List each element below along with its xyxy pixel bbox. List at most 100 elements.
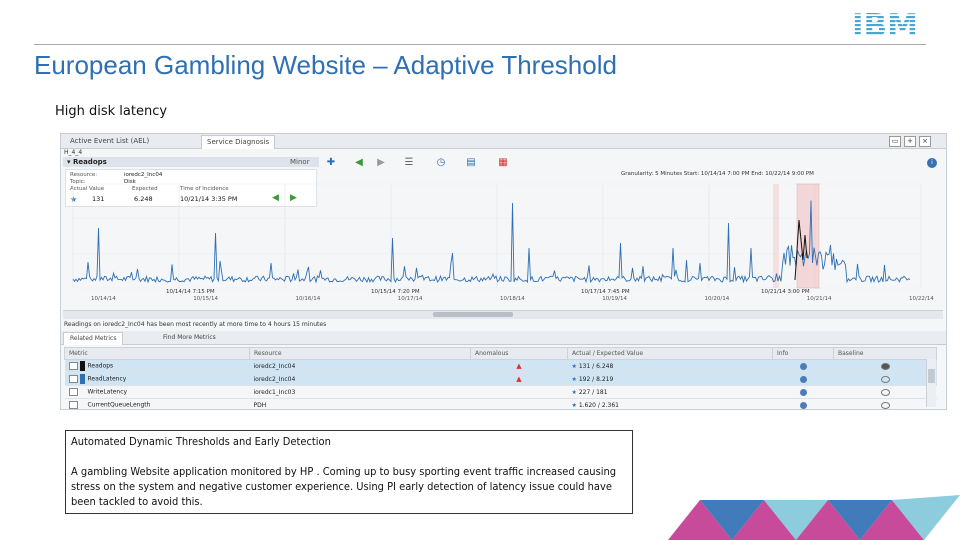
tab-service-diagnosis[interactable]: Service Diagnosis	[201, 135, 276, 149]
info-icon[interactable]	[799, 375, 807, 383]
event-panel-header[interactable]: ▾ Readops Minor	[63, 157, 319, 167]
tab-active-event-list[interactable]: Active Event List (AEL)	[70, 137, 150, 145]
baseline-toggle-icon[interactable]	[880, 388, 890, 396]
x-date-tick-label: 10/16/14	[296, 296, 321, 302]
resource-cell: ioredc2_Inc04	[249, 359, 471, 373]
alert-star-icon: ★	[70, 195, 78, 204]
col-info[interactable]: Info	[772, 347, 834, 360]
info-icon[interactable]	[799, 401, 807, 409]
table-vertical-scrollbar[interactable]	[926, 359, 936, 407]
table-row[interactable]: ReadLatency ioredc2_Inc04 ▲ ★ 192 / 8.21…	[64, 372, 937, 386]
drilldown-icon[interactable]: ✚	[326, 157, 336, 168]
actual-value-label: Actual Value	[70, 186, 105, 192]
info-cell	[772, 398, 834, 409]
row-checkbox[interactable]	[68, 375, 78, 383]
granularity-readout: Granularity: 5 Minutes Start: 10/14/14 7…	[621, 171, 814, 177]
series-swatch	[79, 374, 85, 384]
anomaly-cell: ▲	[470, 372, 568, 386]
baseline-toggle-icon[interactable]	[880, 375, 890, 383]
metric-cell: WriteLatency	[64, 385, 250, 399]
time-of-incidence-label: Time of Incidence	[180, 186, 229, 192]
series-line-black	[794, 219, 808, 281]
event-name: ▾ Readops	[67, 158, 107, 166]
info-icon[interactable]	[799, 362, 807, 370]
actual-expected-value: 131 / 6.248	[578, 362, 614, 370]
series-swatch	[80, 400, 85, 409]
window-add-icon[interactable]: +	[904, 136, 916, 147]
decorative-chevron	[828, 500, 892, 540]
row-checkbox[interactable]	[68, 401, 78, 409]
expected-label: Expected	[132, 186, 158, 192]
window-close-icon[interactable]: ×	[919, 136, 931, 147]
help-icon[interactable]: i	[927, 158, 937, 168]
actual-expected-cell: ★ 131 / 6.248	[567, 359, 773, 373]
list-icon[interactable]: ☰	[404, 157, 414, 168]
x-date-tick-label: 10/15/14	[193, 296, 218, 302]
decorative-chevron	[700, 500, 764, 540]
resource-cell: ioredc2_Inc04	[249, 372, 471, 386]
col-anomalous[interactable]: Anomalous	[470, 347, 568, 360]
table-row[interactable]: Readops ioredc2_Inc04 ▲ ★ 131 / 6.248	[64, 359, 937, 373]
actual-expected-cell: ★ 1.620 / 2.361	[567, 398, 773, 409]
decorative-chevron	[860, 500, 924, 540]
warning-triangle-icon: ▲	[516, 375, 522, 383]
next-green-arrow-icon[interactable]: ▶	[290, 193, 297, 203]
star-icon: ★	[571, 375, 577, 383]
calendar-icon[interactable]: ▦	[498, 157, 508, 168]
breadcrumb: H_4_4	[64, 149, 83, 156]
col-resource[interactable]: Resource	[249, 347, 471, 360]
table-scroll-thumb[interactable]	[928, 369, 935, 383]
metric-line-chart[interactable]: 10/14/14 10/15/14 10/16/14 10/17/14 10/18/14…	[61, 180, 946, 310]
timeline-scroll-thumb[interactable]	[433, 312, 513, 317]
x-date-tick-label: 10/19/14	[602, 296, 627, 302]
metrics-subtab-bar: Related Metrics Find More Metrics	[61, 331, 946, 345]
window-restore-icon[interactable]: ▭	[889, 136, 901, 147]
baseline-toggle-icon[interactable]	[880, 362, 890, 370]
monitoring-app-window: Active Event List (AEL) Service Diagnosi…	[60, 133, 947, 410]
reading-status-line: Readings on ioredc2_Inc04 has been most …	[64, 321, 327, 328]
chart-toolbar: ✚ ◀ ▶ ☰ ◷ ▤ ▦	[323, 157, 941, 169]
clock-icon[interactable]: ◷	[436, 157, 446, 168]
app-tab-bar: Active Event List (AEL) Service Diagnosi…	[61, 134, 946, 149]
severity-label: Minor	[290, 158, 310, 166]
tab-find-more-metrics[interactable]: Find More Metrics	[163, 334, 216, 341]
row-checkbox[interactable]	[68, 362, 78, 370]
actual-expected-value: 1.620 / 2.361	[578, 401, 620, 409]
series-line-blue	[72, 200, 911, 284]
anomaly-cell	[470, 385, 568, 399]
info-icon[interactable]	[799, 388, 807, 396]
ibm-logo: IBM	[852, 8, 918, 40]
back-arrow-icon[interactable]: ◀	[355, 157, 363, 168]
prev-green-arrow-icon[interactable]: ◀	[272, 193, 279, 203]
resource-cell: ioredc1_Inc03	[249, 385, 471, 399]
x-date-tick-label: 10/20/14	[705, 296, 730, 302]
col-baseline[interactable]: Baseline	[833, 347, 937, 360]
slide-title: European Gambling Website – Adaptive Thr…	[34, 50, 617, 80]
decorative-chevron	[892, 495, 960, 540]
slide-subtitle: High disk latency	[55, 104, 168, 119]
timeline-scrollbar[interactable]	[63, 310, 943, 319]
info-cell	[772, 385, 834, 399]
metric-name: CurrentQueueLength	[87, 401, 151, 409]
decorative-chevron	[668, 500, 732, 540]
caption-box: Automated Dynamic Thresholds and Early D…	[65, 430, 633, 514]
baseline-toggle-icon[interactable]	[880, 401, 890, 409]
col-actual-expected[interactable]: Actual / Expected Value	[567, 347, 773, 360]
tab-related-metrics[interactable]: Related Metrics	[63, 332, 124, 345]
x-date-tick-label: 10/17/14	[398, 296, 423, 302]
forward-arrow-icon[interactable]: ▶	[377, 157, 385, 168]
actual-expected-cell: ★ 227 / 181	[567, 385, 773, 399]
col-metric[interactable]: Metric	[64, 347, 250, 360]
metric-cell: Readops	[64, 359, 250, 373]
metric-cell: ReadLatency	[64, 372, 250, 386]
anomaly-cell	[470, 398, 568, 409]
row-checkbox[interactable]	[68, 388, 78, 396]
metric-name: ReadLatency	[87, 375, 127, 383]
baseline-cell	[833, 372, 937, 386]
chart-options-icon[interactable]: ▤	[466, 157, 476, 168]
resource-value: ioredc2_Inc04	[124, 172, 163, 178]
series-swatch	[79, 361, 85, 371]
table-row[interactable]: WriteLatency ioredc1_Inc03 ★ 227 / 181	[64, 385, 937, 399]
table-row[interactable]: CurrentQueueLength PDH ★ 1.620 / 2.361	[64, 398, 937, 409]
x-time-tick-label: 10/21/14 3:00 PM	[761, 289, 810, 295]
